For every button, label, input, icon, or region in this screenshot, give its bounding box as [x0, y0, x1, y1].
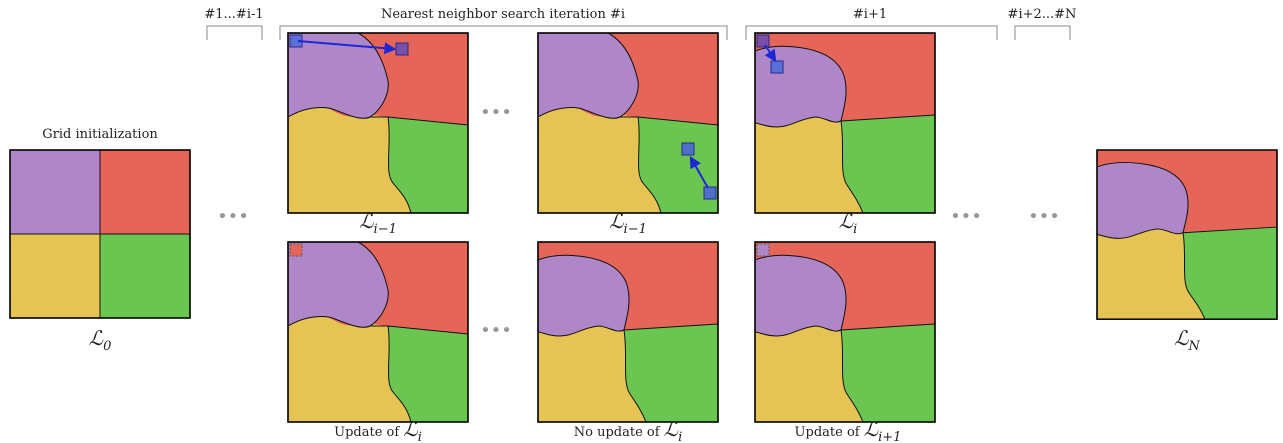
- ellipsis-3: •••: [480, 320, 512, 341]
- ellipsis-1: •••: [217, 206, 249, 227]
- marker-source: [703, 186, 717, 200]
- grid-top-1: [287, 32, 469, 214]
- grid-ln: [1096, 149, 1278, 321]
- ellipsis-5: •••: [1028, 206, 1060, 227]
- marker-target: [770, 60, 784, 74]
- header-next-label: #i+1: [853, 7, 887, 22]
- header-prev-iterations: #1...#i-1: [204, 7, 264, 40]
- search-arrow: [764, 44, 777, 62]
- updated-cell: [289, 243, 303, 257]
- caption-top-3: ℒi: [839, 209, 858, 237]
- search-arrow: [297, 40, 397, 55]
- marker-target: [681, 142, 695, 156]
- grid-bottom-3: [754, 241, 936, 423]
- grid-bottom-1: [287, 241, 469, 423]
- grid-top-2: [537, 32, 719, 214]
- ellipsis-2: •••: [480, 102, 512, 123]
- caption-bottom-2: No update of ℒi: [574, 417, 683, 443]
- caption-top-2: ℒi−1: [609, 209, 647, 237]
- grid-bottom-2: [537, 241, 719, 423]
- caption-bottom-3: Update of ℒi+1: [795, 417, 902, 443]
- grid-init-label: Grid initialization: [42, 127, 158, 142]
- caption-top-1: ℒi−1: [359, 209, 397, 237]
- header-current-label: Nearest neighbor search iteration #i: [381, 7, 625, 22]
- caption-ln: ℒN: [1174, 326, 1200, 354]
- header-later-label: #i+2...#N: [1008, 7, 1077, 22]
- marker-source: [756, 34, 770, 48]
- header-next-iteration: #i+1: [745, 7, 998, 40]
- updated-cell: [756, 243, 770, 257]
- caption-bottom-1: Update of ℒi: [334, 417, 422, 443]
- ellipsis-4: •••: [950, 206, 982, 227]
- grid-l0: [9, 149, 191, 319]
- caption-l0: ℒ0: [89, 326, 112, 354]
- header-prev-label: #1...#i-1: [204, 7, 263, 22]
- header-current-iteration: Nearest neighbor search iteration #i: [279, 7, 728, 40]
- search-arrow: [689, 155, 709, 189]
- header-later-iterations: #i+2...#N: [1008, 7, 1077, 40]
- grid-top-3: [754, 32, 936, 214]
- marker-target: [395, 42, 409, 56]
